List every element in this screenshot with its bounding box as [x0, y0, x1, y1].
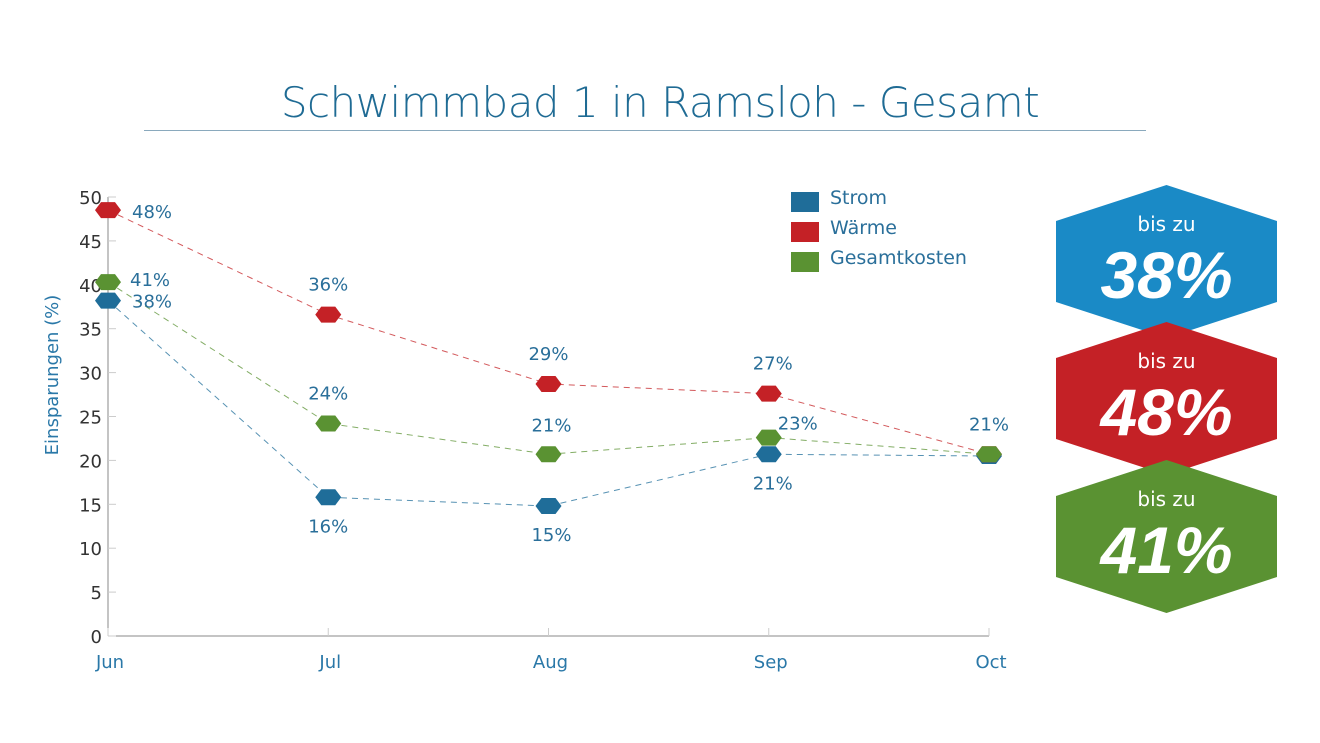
x-tick-label: Jun	[95, 652, 124, 673]
badge-prefix: bis zu	[1137, 349, 1195, 373]
badge-value: 48%	[1098, 375, 1232, 449]
legend-label: Gesamtkosten	[830, 247, 967, 269]
data-point-wärme	[755, 385, 782, 402]
data-label: 27%	[753, 354, 793, 375]
data-point-gesamtkosten	[755, 429, 782, 446]
legend-swatch-gesamtkosten	[791, 252, 819, 272]
legend-label: Wärme	[830, 217, 897, 239]
savings-badge	[1056, 185, 1277, 338]
savings-badge	[1056, 322, 1277, 475]
y-tick-label: 0	[91, 627, 102, 648]
badge-value: 41%	[1098, 513, 1232, 587]
data-point-gesamtkosten	[976, 446, 1002, 463]
data-point-strom	[755, 446, 782, 463]
data-point-gesamtkosten	[535, 446, 562, 463]
x-tick-label: Sep	[754, 652, 788, 673]
data-point-strom	[315, 489, 342, 506]
data-label: 29%	[528, 344, 568, 365]
legend-swatch-wärme	[791, 222, 819, 242]
legend-label: Strom	[830, 187, 887, 209]
badge-value: 38%	[1100, 238, 1232, 312]
y-tick-label: 30	[79, 364, 102, 385]
x-tick-label: Aug	[533, 652, 568, 673]
y-tick-label: 25	[79, 408, 102, 429]
y-tick-label: 45	[79, 232, 102, 253]
data-point-gesamtkosten	[95, 274, 121, 291]
savings-badge	[1056, 460, 1277, 613]
data-label: 21%	[969, 414, 1009, 435]
x-tick-label: Jul	[318, 652, 341, 673]
data-point-strom	[95, 292, 121, 309]
data-label: 24%	[308, 384, 348, 405]
data-point-wärme	[535, 376, 562, 393]
y-tick-label: 5	[91, 583, 102, 604]
x-tick-label: Oct	[975, 652, 1006, 673]
series-line-strom	[107, 300, 990, 507]
data-label: 36%	[308, 275, 348, 296]
chart-title: Schwimmbad 1 in Ramsloh - Gesamt	[280, 78, 1040, 127]
data-label: 48%	[132, 202, 172, 223]
data-label: 15%	[531, 525, 571, 546]
y-tick-label: 15	[79, 495, 102, 516]
y-tick-label: 50	[79, 188, 102, 209]
y-tick-label: 20	[79, 451, 102, 472]
data-label: 21%	[531, 415, 571, 436]
data-label: 23%	[778, 414, 818, 435]
data-point-wärme	[315, 306, 342, 323]
data-point-strom	[535, 498, 562, 515]
title-divider	[144, 130, 1146, 131]
legend-swatch-strom	[791, 192, 819, 212]
data-point-gesamtkosten	[315, 415, 342, 432]
y-tick-label: 35	[79, 320, 102, 341]
data-point-wärme	[95, 202, 121, 219]
badge-prefix: bis zu	[1137, 487, 1195, 511]
data-label: 41%	[130, 270, 170, 291]
y-axis-title: Einsparungen (%)	[42, 295, 63, 456]
data-label: 38%	[132, 292, 172, 313]
y-tick-label: 10	[79, 539, 102, 560]
badge-prefix: bis zu	[1137, 212, 1195, 236]
data-label: 21%	[753, 473, 793, 494]
data-label: 16%	[308, 516, 348, 537]
